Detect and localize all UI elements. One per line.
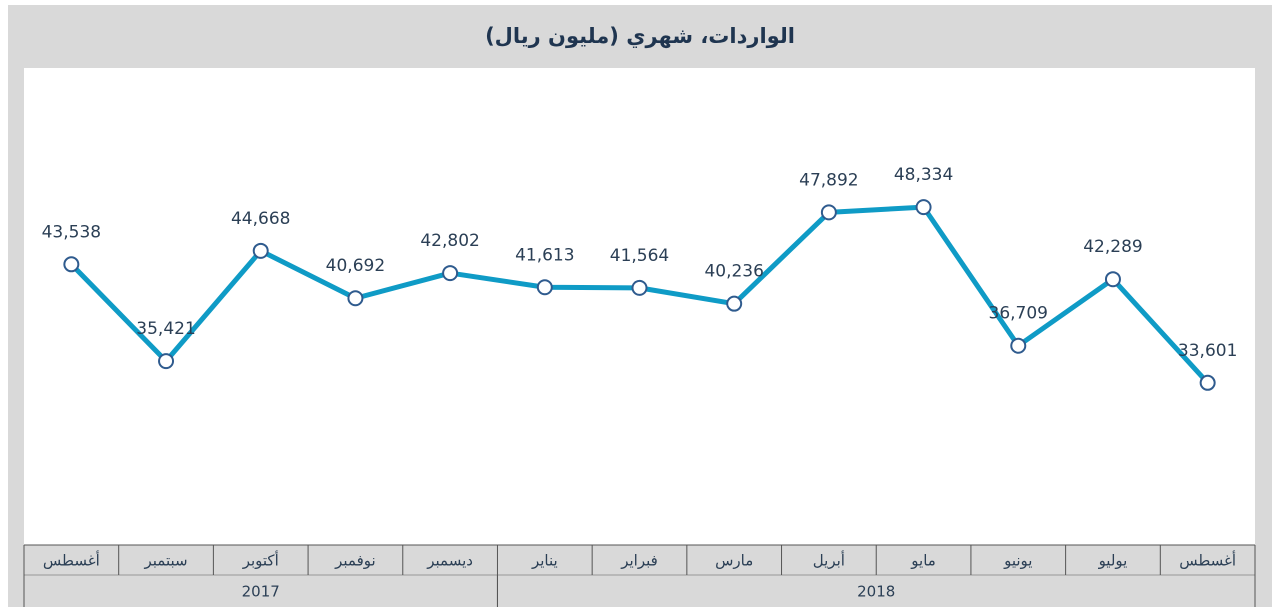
data-point: [1199, 374, 1216, 391]
data-label: 41,564: [610, 246, 669, 266]
data-label: 44,668: [231, 209, 290, 229]
data-point: [536, 279, 553, 296]
data-point: [1104, 271, 1121, 288]
data-point: [726, 295, 743, 312]
x-tick-label: يونيو: [1003, 552, 1032, 570]
data-label: 35,421: [136, 319, 195, 339]
plot-area: [24, 68, 1255, 545]
data-label: 40,236: [704, 262, 763, 282]
x-tick-label: أكتوبر: [242, 551, 279, 570]
x-tick-label: مارس: [715, 552, 753, 570]
data-label: 36,709: [989, 304, 1048, 324]
data-point: [820, 204, 837, 221]
x-tick-label: نوفمبر: [334, 552, 376, 570]
data-point: [631, 279, 648, 296]
data-point: [1010, 337, 1027, 354]
chart-title: الواردات، شهري (مليون ريال): [485, 24, 795, 49]
x-tick-label: فبراير: [620, 552, 658, 570]
data-point: [347, 290, 364, 307]
data-point: [252, 242, 269, 259]
data-point: [158, 353, 175, 370]
x-tick-label: ديسمبر: [426, 552, 473, 570]
x-tick-label: يناير: [531, 552, 558, 570]
data-point: [915, 199, 932, 216]
data-point: [63, 256, 80, 273]
data-point: [442, 265, 459, 282]
data-label: 33,601: [1178, 341, 1237, 361]
data-label: 41,613: [515, 245, 574, 265]
data-label: 43,538: [42, 222, 101, 242]
x-tick-label: أغسطس: [1179, 551, 1236, 570]
data-label: 48,334: [894, 165, 953, 185]
data-label: 47,892: [799, 170, 858, 190]
data-label: 40,692: [326, 256, 385, 276]
x-tick-label: أبريل: [813, 551, 845, 570]
group-label: 2018: [857, 583, 895, 601]
x-tick-label: أغسطس: [43, 551, 100, 570]
x-tick-label: مايو: [910, 552, 936, 570]
x-tick-label: يوليو: [1098, 552, 1128, 570]
data-label: 42,289: [1083, 237, 1142, 257]
data-label: 42,802: [420, 231, 479, 251]
group-label: 2017: [242, 583, 280, 601]
x-tick-label: سبتمبر: [143, 552, 187, 570]
